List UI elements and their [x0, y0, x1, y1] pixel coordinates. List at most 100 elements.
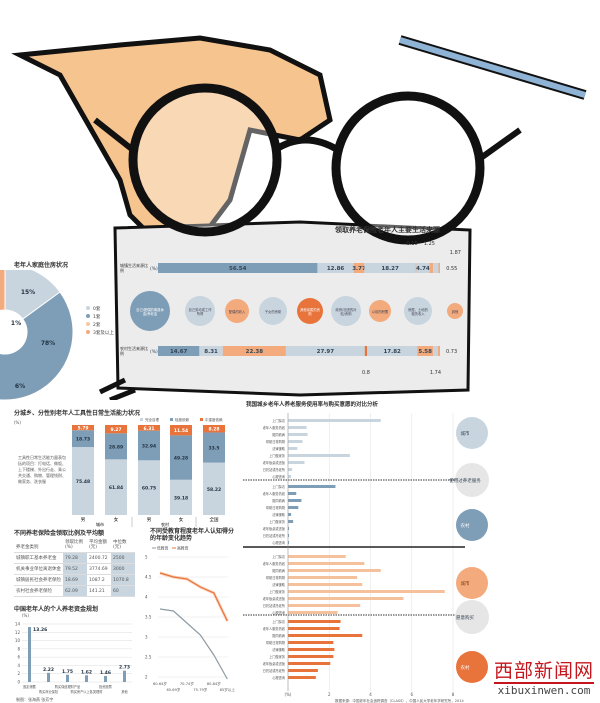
category-label: 陪同看病 — [272, 498, 286, 503]
bar — [288, 676, 316, 679]
stack-segment — [170, 435, 192, 480]
segment-value: 17.82 — [383, 349, 401, 355]
y-tick: 2.5 — [145, 655, 152, 660]
bar — [123, 670, 126, 682]
legend-label: 2套 — [93, 321, 101, 328]
group-circle — [456, 651, 488, 683]
x-label: 全国 — [210, 516, 219, 523]
category-label: 心理咨询 — [272, 540, 285, 545]
group-label: 农村 — [461, 522, 470, 529]
legend-swatch — [170, 418, 173, 421]
y-tick: 0 — [17, 680, 20, 685]
category-label: 心理咨询 — [272, 610, 285, 615]
category-label: 上门探访 — [272, 418, 286, 423]
bar — [288, 447, 298, 450]
segment-1-6 — [417, 346, 434, 356]
table-cell: 城镇居民社会养老保险 — [14, 574, 63, 586]
group-circle — [456, 417, 488, 449]
y-tick: 8 — [17, 646, 20, 651]
bar-value: 1.46 — [100, 670, 111, 676]
stack-segment — [170, 425, 192, 436]
x-label: 70-74岁 — [180, 681, 194, 686]
group-label: 城市 — [461, 580, 470, 587]
x-label: 男 — [147, 517, 152, 523]
group-label: 使用过养老服务 — [449, 477, 481, 484]
x-label: 固定储蓄 — [23, 684, 36, 689]
category-label: 心理咨询 — [272, 474, 285, 479]
slice-value: 1% — [11, 320, 21, 327]
source-circle — [259, 297, 287, 325]
source-circle — [404, 297, 432, 325]
category-label: 上门做家务 — [269, 589, 286, 594]
segment-1-5 — [367, 346, 418, 356]
bar — [288, 419, 381, 422]
segment-0-1 — [317, 263, 354, 273]
table-cell: 2400.72 — [87, 552, 111, 564]
y-tick: 2 — [17, 671, 20, 676]
bar — [288, 534, 290, 537]
segment-value: 4.74 — [416, 266, 430, 272]
bar — [288, 576, 358, 579]
legend-label: 高教育 — [177, 546, 189, 551]
source-label: 自己劳动或工作所得 — [188, 307, 212, 316]
group-circle — [456, 509, 488, 541]
slice-value: 15% — [21, 289, 35, 296]
segment-value: 6.31 — [143, 426, 154, 432]
source-label: 房屋、土地的租赁收入 — [408, 307, 428, 316]
bar-value: 1.75 — [62, 669, 73, 675]
segment-0-7 — [433, 263, 439, 273]
bar — [288, 583, 363, 586]
living-source-chart: (%) 56.54 12.86 3.77 18.27 0.15 4.74 1.25 1.87 0.… — [130, 241, 463, 376]
segment-value: 9.27 — [110, 427, 121, 433]
source-label: 其他亲属的资助 — [300, 307, 320, 316]
category-label: 日托站或托老所 — [263, 533, 286, 538]
x-label: 购买保值理财产品 — [55, 684, 81, 689]
stack-segment — [203, 432, 225, 463]
x-tick: (%) — [285, 692, 292, 697]
table-cell: 1087.2 — [87, 574, 111, 586]
logo-cn: 西部新闻网 — [493, 660, 594, 684]
group-circle — [456, 567, 488, 599]
table-cell: 城镇职工基本养老金 — [14, 552, 63, 564]
glasses-icon — [93, 83, 522, 245]
column-header: 平均金额(元) — [87, 537, 111, 553]
table-cell: 农村社会养老保险 — [14, 585, 63, 597]
segment-1-1 — [199, 346, 223, 356]
segment-value: 22.38 — [246, 349, 264, 355]
group-label: 城市 — [461, 430, 470, 437]
source-label: 自己/配偶的离退休金/养老金 — [136, 307, 164, 316]
pension-table-title: 不同养老保险金领取比例及平均额 — [14, 530, 105, 537]
category-label: 心理咨询 — [272, 675, 285, 680]
segment-value: 18.73 — [76, 437, 90, 443]
segment-0-5 — [416, 263, 430, 273]
group-circle — [455, 600, 489, 634]
category-label: 法律援助 — [272, 446, 285, 451]
column-header: 领取比例(%) — [63, 537, 87, 553]
table-cell: 3774.69 — [87, 563, 111, 575]
stack-segment — [170, 479, 192, 515]
category-label: 老年饭桌或送饭 — [263, 526, 286, 531]
funds-bar-chart: (%) 0 2 4 6 8 10 12 14 13.26 固定储蓄 2.22 购买商业保险 1.75 购买保… — [15, 613, 132, 694]
bar — [288, 620, 341, 623]
bar — [288, 648, 335, 651]
table-cell: 141.21 — [87, 585, 111, 597]
segment-value: 12.86 — [327, 266, 345, 272]
cognition-title: 不同受教育程度老年人认知得分的年龄变化趋势 — [150, 528, 235, 542]
x-tick: 8 — [452, 692, 455, 697]
bar — [288, 611, 338, 614]
bar — [288, 590, 445, 593]
legend-label: 完全自理 — [145, 417, 159, 422]
bar — [288, 433, 308, 436]
legend-swatch — [86, 322, 90, 326]
x-label: 男 — [81, 517, 86, 523]
table-cell: 1070.8 — [111, 574, 135, 586]
y-tick: 2 — [145, 675, 148, 680]
bar — [288, 499, 302, 502]
y-tick: 3.5 — [145, 615, 152, 620]
source-label: 子女的资助 — [265, 309, 282, 314]
table-cell: 2500 — [111, 552, 135, 564]
table-header: 养老金类别 领取比例(%) 平均金额(元) 中位数(元) — [14, 537, 135, 553]
small-value: 0.8 — [362, 370, 370, 376]
small-value: 1.87 — [450, 250, 461, 256]
segment-value: 39.18 — [174, 495, 188, 501]
